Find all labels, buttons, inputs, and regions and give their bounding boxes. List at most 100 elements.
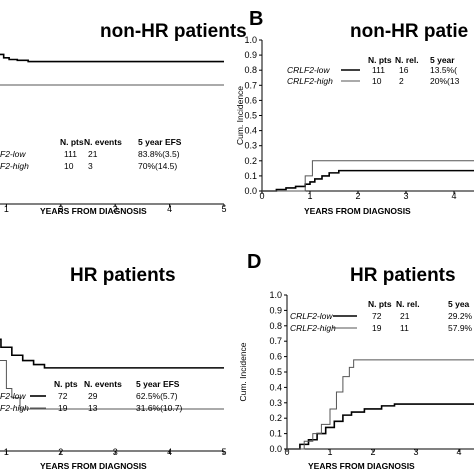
- legend-n-events: 21: [88, 149, 98, 159]
- legend-header: 5 yea: [448, 299, 470, 309]
- y-tick-label: 0.5: [269, 367, 282, 377]
- y-tick-label: 0.7: [269, 336, 282, 346]
- legend-entry-name: CRLF2-low: [287, 65, 330, 75]
- x-tick-label: 4: [456, 447, 461, 457]
- legend-entry-name: F2-high: [0, 403, 29, 413]
- legend-header: N. events: [84, 379, 122, 389]
- x-tick-label: 4: [451, 191, 456, 201]
- legend-header: N. pts: [368, 299, 392, 309]
- legend-5yr-stat: 20%(13: [430, 76, 460, 86]
- x-tick-label: 0: [259, 191, 264, 201]
- y-tick-label: 0.9: [244, 50, 257, 60]
- y-tick-label: 0.1: [244, 171, 257, 181]
- legend-n-events: 13: [88, 403, 98, 413]
- y-axis-label: Cum. Incidence: [235, 86, 245, 145]
- legend-header: N. pts: [54, 379, 78, 389]
- legend-n-pts: 10: [372, 76, 382, 86]
- series-line-crlf2-low: [0, 338, 224, 369]
- y-tick-label: 0.2: [269, 413, 282, 423]
- legend-n-events: 3: [88, 161, 93, 171]
- chart-panel-d: HR patients D 0.0 0.1 0.2 0.3 0.4 0.5 0.6 0.7 0.8 0…: [238, 251, 474, 471]
- y-tick-label: 0.4: [244, 126, 257, 136]
- legend-n-pts: 111: [64, 149, 77, 159]
- legend-5yr-stat: 13.5%(: [430, 65, 457, 75]
- legend: N. pts N. rel. 5 yea CRLF2-low 72 21 29.2% CRLF…: [290, 299, 473, 333]
- x-axis-label: YEARS FROM DIAGNOSIS: [40, 206, 147, 216]
- legend-header: N. events: [84, 137, 122, 147]
- legend-n-pts: 10: [64, 161, 74, 171]
- legend-entry-name: CRLF2-high: [290, 323, 336, 333]
- x-tick-label: 2: [370, 447, 375, 457]
- y-tick-label: 0.6: [244, 95, 257, 105]
- legend: N. pts N. rel. 5 year CRLF2-low 111 16 13.5%(C…: [287, 55, 460, 86]
- y-tick-label: 0.8: [269, 321, 282, 331]
- y-tick-label: 0.4: [269, 382, 282, 392]
- legend-entry-name: CRLF2-low: [290, 311, 333, 321]
- legend-5yr-stat: 31.6%(10.7): [136, 403, 182, 413]
- legend-n-events: 29: [88, 391, 98, 401]
- series-line-crlf2-high: [0, 84, 224, 86]
- y-tick-label: 0.1: [269, 429, 282, 439]
- series-line-crlf2-high: [262, 160, 474, 192]
- series-line-crlf2-high: [0, 360, 224, 410]
- x-tick-label: 3: [113, 447, 118, 457]
- legend-entry-name: F2-low: [0, 391, 26, 401]
- x-tick-label: 5: [221, 447, 226, 457]
- legend-header: N. pts: [60, 137, 84, 147]
- legend: N. pts N. events 5 year EFS F2-low 72 29 62.5%…: [0, 379, 182, 413]
- legend-n-events: 21: [400, 311, 410, 321]
- x-tick-label: 2: [355, 191, 360, 201]
- series-line-crlf2-low: [0, 53, 224, 63]
- legend-5yr-stat: 62.5%(5.7): [136, 391, 178, 401]
- legend-n-events: 11: [400, 323, 409, 333]
- y-tick-label: 0.9: [269, 305, 282, 315]
- y-tick-label: 1.0: [244, 35, 257, 45]
- legend-5yr-stat: 29.2%: [448, 311, 473, 321]
- panel-letter: B: [249, 8, 263, 30]
- legend-header: N. rel.: [395, 55, 419, 65]
- legend-header: 5 year EFS: [138, 137, 182, 147]
- x-axis-label: YEARS FROM DIAGNOSIS: [308, 461, 415, 471]
- legend: N. pts N. events 5 year EFS F2-low 111 21 83.8…: [0, 137, 182, 171]
- y-tick-label: 0.8: [244, 65, 257, 75]
- legend-n-pts: 72: [58, 391, 68, 401]
- x-tick-label: 0: [284, 447, 289, 457]
- legend-n-events: 16: [399, 65, 409, 75]
- x-tick-label: 3: [413, 447, 418, 457]
- legend-n-pts: 19: [58, 403, 68, 413]
- legend-header: N. rel.: [396, 299, 420, 309]
- chart-panel-a: non-HR patients 1 2 3 4 5 YEARS FROM DIAGNOSIS…: [0, 21, 247, 216]
- panel-letter: D: [247, 251, 261, 273]
- x-tick-label: 3: [113, 204, 118, 214]
- y-axis-label: Cum. Incidence: [238, 342, 248, 401]
- chart-title: HR patients: [350, 265, 456, 286]
- legend-entry-name: F2-high: [0, 161, 29, 171]
- chart-panel-b: non-HR patie B 0.0 0.1 0.2 0.3 0.4 0.5 0.6 0.7 0.8…: [235, 8, 474, 216]
- x-tick-label: 2: [58, 447, 63, 457]
- x-tick-label: 3: [403, 191, 408, 201]
- legend-n-pts: 72: [372, 311, 382, 321]
- legend-entry-name: F2-low: [0, 149, 26, 159]
- legend-5yr-stat: 57.9%: [448, 323, 473, 333]
- y-tick-label: 0.0: [269, 444, 282, 454]
- x-tick-label: 1: [327, 447, 332, 457]
- y-tick-label: 0.5: [244, 111, 257, 121]
- x-tick-label: 4: [167, 447, 172, 457]
- series-line-crlf2-low: [262, 169, 474, 192]
- legend-5yr-stat: 83.8%(3.5): [138, 149, 180, 159]
- x-tick-label: 4: [167, 204, 172, 214]
- y-tick-label: 0.6: [269, 352, 282, 362]
- legend-header: 5 year: [430, 55, 455, 65]
- chart-panel-c: HR patients 1 2 3 4 5 YEARS FROM DIAGNOSIS N. p…: [0, 265, 227, 471]
- legend-n-pts: 19: [372, 323, 382, 333]
- legend-5yr-stat: 70%(14.5): [138, 161, 177, 171]
- y-tick-label: 0.3: [244, 141, 257, 151]
- legend-n-events: 2: [399, 76, 404, 86]
- legend-entry-name: CRLF2-high: [287, 76, 333, 86]
- series-line-crlf2-low: [287, 403, 474, 450]
- y-tick-label: 0.7: [244, 80, 257, 90]
- legend-header: 5 year EFS: [136, 379, 180, 389]
- y-tick-label: 0.3: [269, 398, 282, 408]
- y-tick-label: 0.0: [244, 186, 257, 196]
- chart-title: non-HR patients: [100, 21, 247, 42]
